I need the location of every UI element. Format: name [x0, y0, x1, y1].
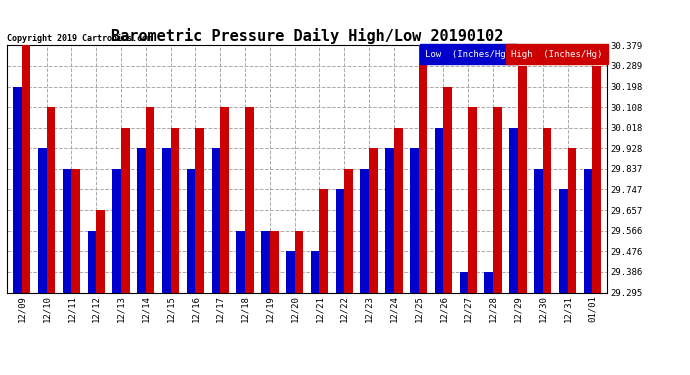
Bar — [444, 87, 452, 292]
Bar — [112, 169, 121, 292]
Bar — [360, 169, 369, 292]
Bar — [559, 189, 567, 292]
Bar — [170, 128, 179, 292]
Bar — [121, 128, 130, 292]
Bar — [270, 231, 279, 292]
Bar — [319, 189, 328, 292]
Bar — [369, 148, 377, 292]
Bar — [335, 189, 344, 292]
Bar — [195, 128, 204, 292]
Bar — [484, 272, 493, 292]
Bar — [245, 107, 254, 292]
Bar — [71, 169, 80, 292]
Bar — [310, 251, 319, 292]
Bar — [460, 272, 469, 292]
Bar — [592, 66, 601, 292]
Bar — [543, 128, 551, 292]
Bar — [13, 87, 22, 292]
Bar — [509, 128, 518, 292]
Bar — [162, 148, 170, 292]
Bar — [469, 107, 477, 292]
Bar — [410, 148, 419, 292]
Bar — [344, 169, 353, 292]
Bar — [493, 107, 502, 292]
Text: Copyright 2019 Cartronics.com: Copyright 2019 Cartronics.com — [7, 33, 152, 42]
Bar — [96, 210, 105, 292]
Bar — [518, 66, 526, 292]
Bar — [286, 251, 295, 292]
Bar — [584, 169, 592, 292]
Bar — [38, 148, 47, 292]
Bar — [295, 231, 304, 292]
Bar — [137, 148, 146, 292]
Bar — [88, 231, 96, 292]
Bar — [394, 128, 402, 292]
Bar — [212, 148, 220, 292]
Legend: Low  (Inches/Hg), High  (Inches/Hg): Low (Inches/Hg), High (Inches/Hg) — [422, 47, 605, 61]
Bar — [261, 231, 270, 292]
Bar — [187, 169, 195, 292]
Title: Barometric Pressure Daily High/Low 20190102: Barometric Pressure Daily High/Low 20190… — [111, 28, 503, 44]
Bar — [63, 169, 71, 292]
Bar — [385, 148, 394, 292]
Bar — [47, 107, 55, 292]
Bar — [237, 231, 245, 292]
Bar — [435, 128, 444, 292]
Bar — [146, 107, 155, 292]
Bar — [534, 169, 543, 292]
Bar — [567, 148, 576, 292]
Bar — [419, 45, 427, 292]
Bar — [220, 107, 229, 292]
Bar — [22, 45, 30, 292]
